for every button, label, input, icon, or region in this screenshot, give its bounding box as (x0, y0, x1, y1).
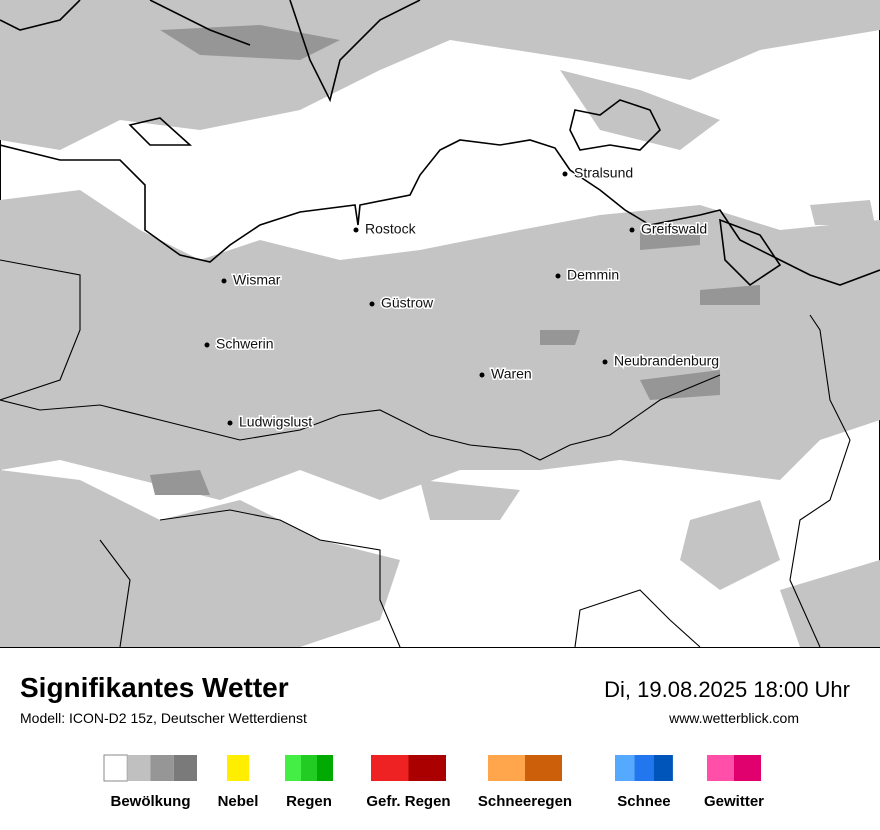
legend-label: Regen (286, 793, 332, 810)
legend-swatch (103, 754, 128, 782)
legend-swatch (301, 755, 317, 781)
city-label: Neubrandenburg (614, 353, 719, 369)
city-label: Waren (491, 366, 532, 382)
city-label: Schwerin (216, 336, 274, 352)
city-dot (204, 342, 210, 348)
city-label: Stralsund (574, 165, 633, 181)
date: Di, 19.08.2025 18:00 Uhr (604, 677, 850, 702)
legend-swatch (653, 755, 673, 781)
city-dot (353, 227, 359, 233)
city-label: Güstrow (381, 295, 434, 311)
legend-label: Schneeregen (478, 793, 572, 810)
legend-swatch (634, 755, 654, 781)
city-label: Greifswald (641, 221, 707, 237)
legend-swatch (488, 755, 525, 781)
legend-swatch (525, 755, 562, 781)
city-dot (221, 278, 227, 284)
legend-label: Gefr. Regen (366, 793, 450, 810)
city-dot (602, 359, 608, 365)
legend-label: Bewölkung (110, 793, 190, 810)
legend-swatch (615, 755, 635, 781)
title: Signifikantes Wetter (20, 672, 289, 703)
website: www.wetterblick.com (669, 710, 799, 726)
legend-swatch (317, 755, 333, 781)
legend-swatch (408, 755, 446, 781)
legend-label: Nebel (218, 793, 259, 810)
city-dot (562, 171, 568, 177)
city-label: Demmin (567, 267, 619, 283)
city-dot (227, 420, 233, 426)
legend-swatch (227, 755, 249, 781)
city-dot (479, 372, 485, 378)
legend: Bewölkung Nebel Regen Gefr. Regen Schneerege… (103, 754, 764, 810)
city-label: Rostock (365, 221, 417, 237)
legend-swatch (707, 755, 734, 781)
legend-swatch (127, 755, 151, 781)
legend-label: Schnee (617, 793, 670, 810)
legend-swatch (734, 755, 761, 781)
legend-swatch (150, 755, 174, 781)
borders (0, 259, 851, 648)
city-dot (629, 227, 635, 233)
weather-map: Stralsund Rostock Greifswald Wismar Demmin Gü… (0, 0, 880, 648)
city-dot (369, 301, 375, 307)
city-markers: Stralsund Rostock Greifswald Wismar Demmin Gü… (204, 163, 721, 431)
legend-swatch (285, 755, 301, 781)
cloud-cover-dense (150, 25, 760, 495)
legend-swatch (173, 755, 197, 781)
city-dot (555, 273, 561, 279)
subtitle: Modell: ICON-D2 15z, Deutscher Wetterdie… (20, 710, 307, 726)
city-label: Ludwigslust (239, 414, 312, 430)
coastline (0, 0, 880, 287)
city-label: Wismar (233, 272, 281, 288)
legend-label: Gewitter (704, 793, 764, 810)
legend-swatch (371, 755, 409, 781)
